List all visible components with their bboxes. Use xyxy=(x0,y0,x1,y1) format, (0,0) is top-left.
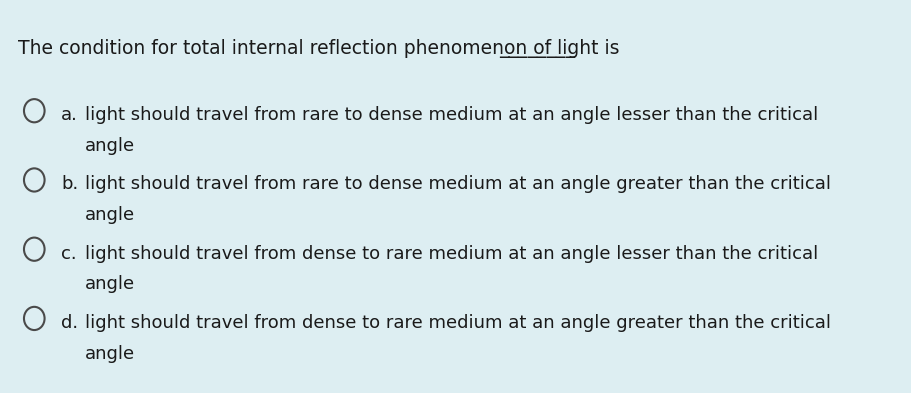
Text: angle: angle xyxy=(85,275,135,293)
Text: light should travel from dense to rare medium at an angle greater than the criti: light should travel from dense to rare m… xyxy=(85,314,830,332)
Text: The condition for total internal reflection phenomenon of light is: The condition for total internal reflect… xyxy=(18,39,619,58)
Text: angle: angle xyxy=(85,137,135,155)
Text: c.: c. xyxy=(61,244,77,263)
Text: d.: d. xyxy=(61,314,78,332)
Text: b.: b. xyxy=(61,175,78,193)
Text: light should travel from dense to rare medium at an angle lesser than the critic: light should travel from dense to rare m… xyxy=(85,244,817,263)
Text: light should travel from rare to dense medium at an angle greater than the criti: light should travel from rare to dense m… xyxy=(85,175,830,193)
Text: ________: ________ xyxy=(499,39,575,58)
Text: angle: angle xyxy=(85,206,135,224)
Text: a.: a. xyxy=(61,106,78,124)
Text: light should travel from rare to dense medium at an angle lesser than the critic: light should travel from rare to dense m… xyxy=(85,106,817,124)
Text: angle: angle xyxy=(85,345,135,363)
